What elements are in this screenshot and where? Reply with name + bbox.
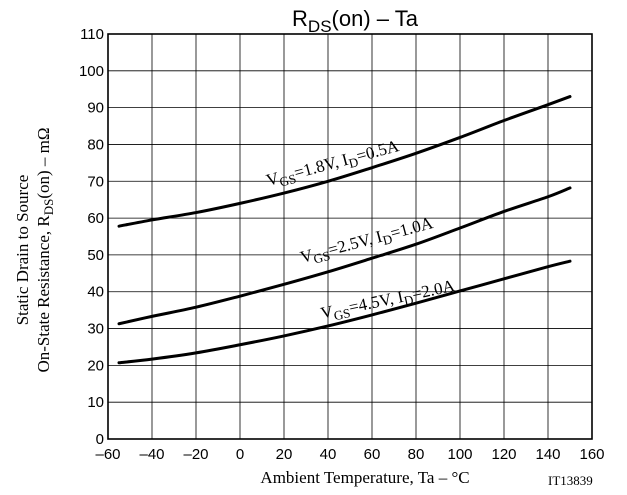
y-tick-label: 0 (96, 431, 104, 448)
x-tick-label: 20 (276, 446, 293, 463)
y-tick-label: 20 (87, 357, 104, 374)
series-line-3 (117, 259, 572, 365)
curves (117, 95, 572, 365)
y-tick-labels: 0 10 20 30 40 50 60 70 80 90 100 110 (79, 26, 104, 448)
y-tick-label: 10 (87, 394, 104, 411)
y-axis-label-line2: On-State Resistance, RDS(on) – mΩ (34, 127, 56, 372)
y-tick-label: 70 (87, 173, 104, 190)
x-tick-label: –20 (183, 446, 208, 463)
y-tick-label: 50 (87, 247, 104, 264)
plot-area (107, 33, 593, 440)
x-tick-label: 160 (579, 446, 604, 463)
series-line-1 (117, 95, 572, 228)
y-tick-label: 30 (87, 321, 104, 338)
x-tick-label: 120 (491, 446, 516, 463)
y-tick-label: 90 (87, 100, 104, 117)
y-tick-label: 40 (87, 284, 104, 301)
x-tick-labels: –60 –40 –20 0 20 40 60 80 100 120 140 160 (95, 446, 604, 463)
x-tick-label: 140 (535, 446, 560, 463)
y-axis-label: Static Drain to Source On-State Resistan… (13, 127, 56, 372)
y-axis-label-line1: Static Drain to Source (13, 175, 32, 326)
chart-title: RDS(on) – Ta (292, 6, 419, 36)
x-axis-label: Ambient Temperature, Ta – °C (260, 468, 469, 487)
plot-frame (107, 33, 593, 440)
series-line-2 (117, 186, 572, 326)
y-tick-label: 100 (79, 63, 104, 80)
x-tick-label: 40 (320, 446, 337, 463)
figure-id: IT13839 (548, 473, 593, 488)
y-tick-label: 80 (87, 136, 104, 153)
y-tick-label: 110 (80, 26, 104, 43)
x-tick-label: 80 (408, 446, 425, 463)
x-tick-label: –40 (139, 446, 164, 463)
series-label-3: VGS=4.5V, ID=2.0A (319, 276, 458, 326)
y-tick-label: 60 (87, 210, 104, 227)
x-tick-label: 0 (236, 446, 244, 463)
x-tick-label: 100 (447, 446, 472, 463)
x-tick-label: 60 (364, 446, 381, 463)
x-tick-label: –60 (95, 446, 120, 463)
